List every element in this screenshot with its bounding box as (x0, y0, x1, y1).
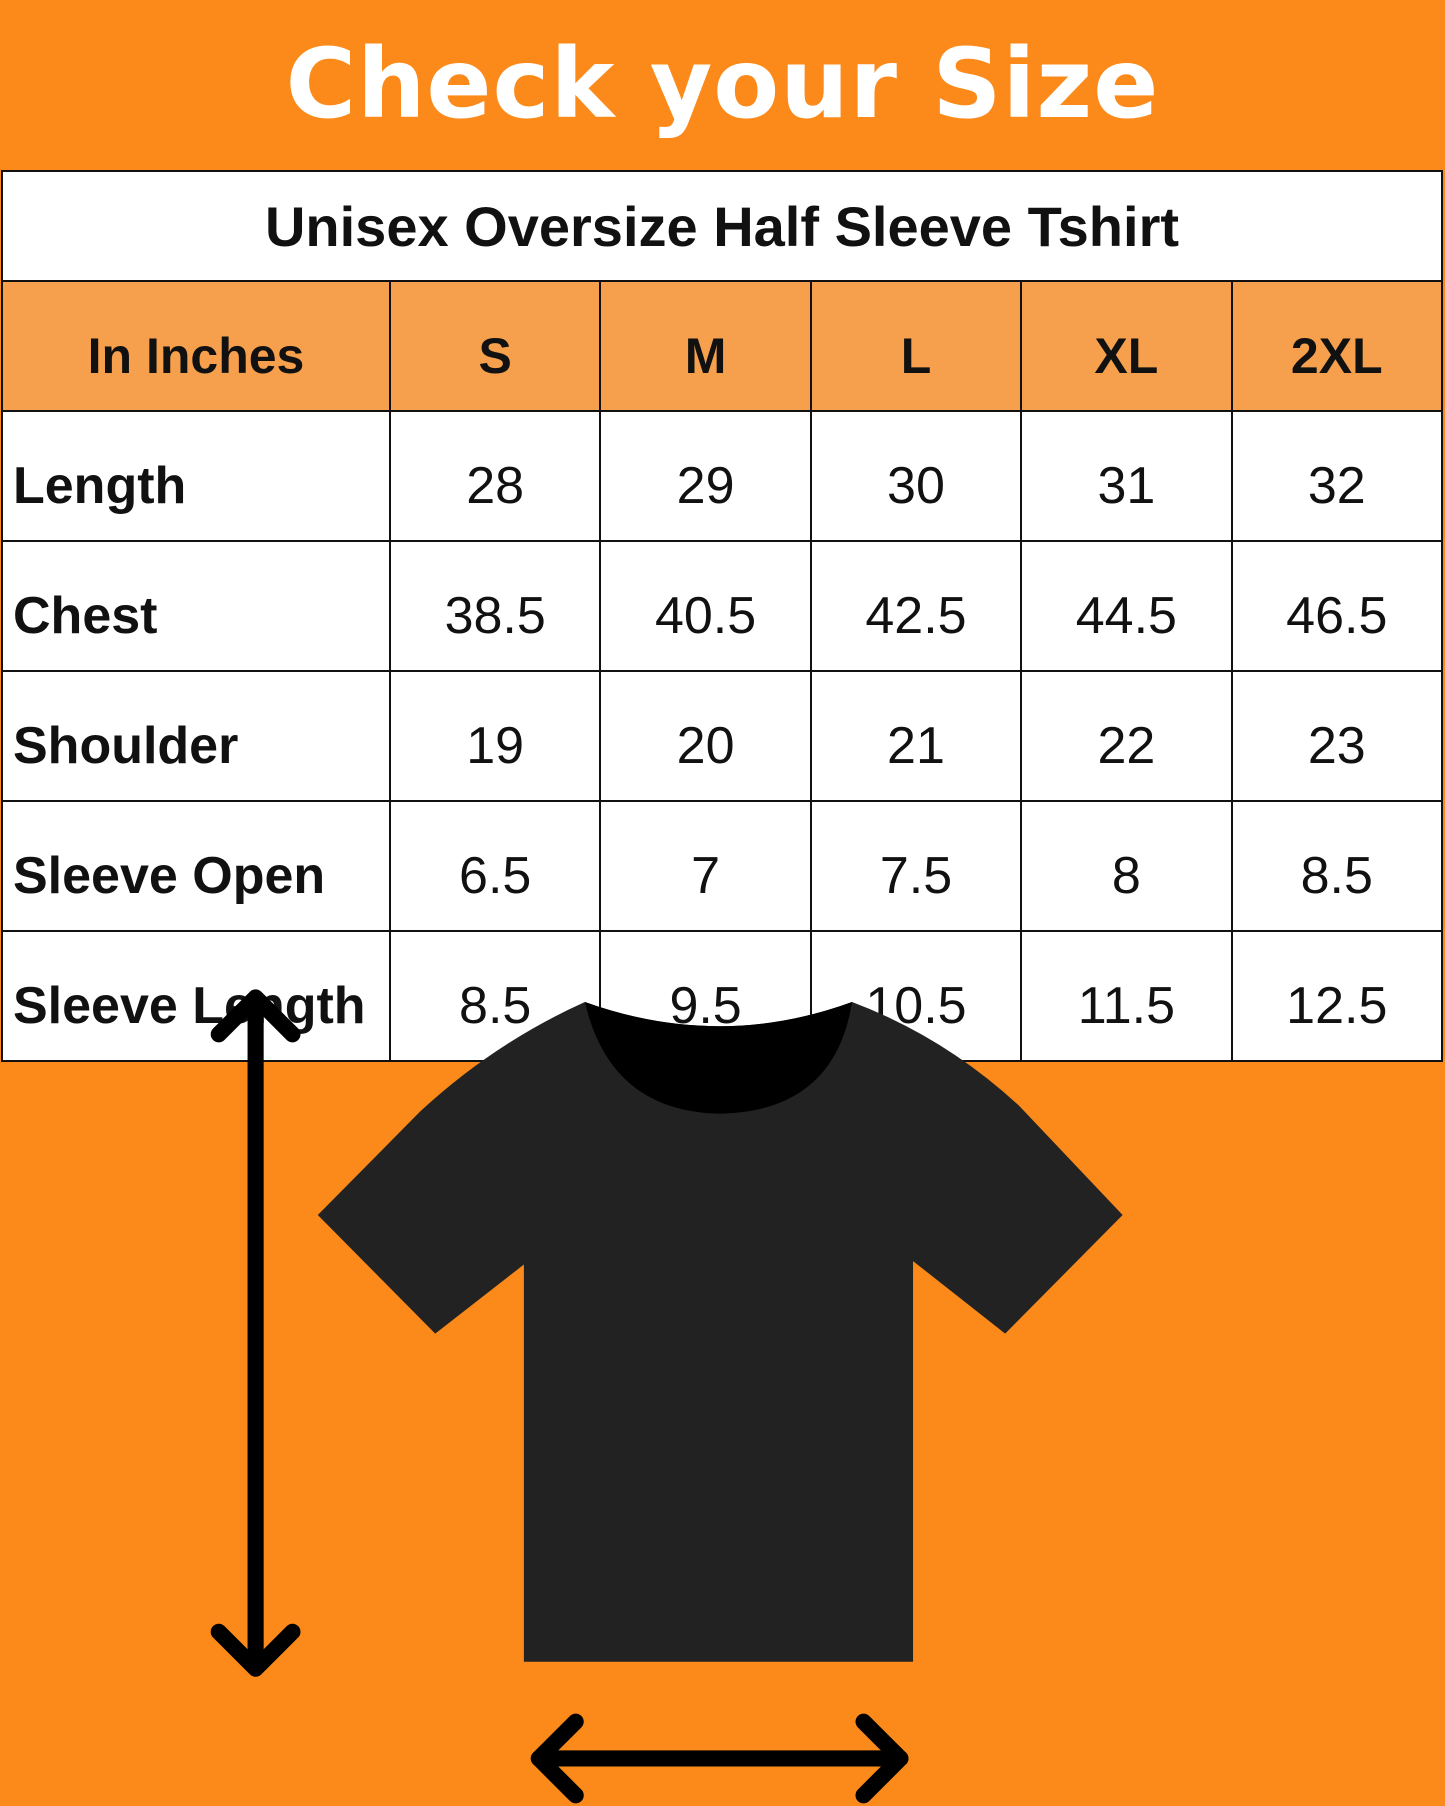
measurement-cell: 29 (599, 410, 812, 542)
measurement-cell: 44.5 (1020, 540, 1233, 672)
measurement-cell: 46.5 (1230, 540, 1444, 672)
row-label: Sleeve Open (1, 800, 391, 932)
size-header: L (809, 280, 1023, 412)
header-row: In Inches S M L XL 2XL (1, 280, 1444, 412)
size-header: M (599, 280, 812, 412)
horizontal-arrow-icon (530, 1713, 909, 1804)
measurement-cell: 6.5 (388, 800, 602, 932)
measurement-cell: 8.5 (388, 930, 602, 1062)
unit-header: In Inches (1, 280, 391, 412)
measurement-cell: 20 (599, 670, 812, 802)
measurement-cell: 38.5 (388, 540, 602, 672)
measurement-cell: 40.5 (599, 540, 812, 672)
row-label: Length (1, 410, 391, 542)
table-row: Shoulder 19 20 21 22 23 (1, 670, 1444, 802)
size-header: 2XL (1230, 280, 1444, 412)
row-label: Chest (1, 540, 391, 672)
size-chart-table: Unisex Oversize Half Sleeve Tshirt In In… (1, 170, 1444, 1062)
measurement-cell: 7.5 (809, 800, 1023, 932)
table-row: Length 28 29 30 31 32 (1, 410, 1444, 542)
size-header: XL (1020, 280, 1233, 412)
table-caption: Unisex Oversize Half Sleeve Tshirt (1, 170, 1443, 282)
measurement-cell: 32 (1230, 410, 1444, 542)
vertical-arrow-icon (210, 989, 301, 1677)
measurement-cell: 28 (388, 410, 602, 542)
measurement-cell: 30 (809, 410, 1023, 542)
measurement-cell: 11.5 (1020, 930, 1233, 1062)
measurement-cell: 7 (599, 800, 812, 932)
measurement-cell: 21 (809, 670, 1023, 802)
measurement-cell: 31 (1020, 410, 1233, 542)
measurement-cell: 8 (1020, 800, 1233, 932)
measurement-cell: 42.5 (809, 540, 1023, 672)
measurement-cell: 19 (388, 670, 602, 802)
row-label: Sleeve Length (1, 930, 391, 1062)
row-label: Shoulder (1, 670, 391, 802)
measurement-cell: 12.5 (1230, 930, 1444, 1062)
table-row: Chest 38.5 40.5 42.5 44.5 46.5 (1, 540, 1444, 672)
table-row: Sleeve Length 8.5 9.5 10.5 11.5 12.5 (1, 930, 1444, 1062)
measurement-cell: 23 (1230, 670, 1444, 802)
measurement-cell: 8.5 (1230, 800, 1444, 932)
page-title: Check your Size (285, 28, 1160, 140)
size-header: S (388, 280, 602, 412)
tshirt-collar (584, 1002, 853, 1114)
tshirt-icon (317, 1002, 1123, 1662)
table-row: Sleeve Open 6.5 7 7.5 8 8.5 (1, 800, 1444, 932)
measurement-cell: 22 (1020, 670, 1233, 802)
